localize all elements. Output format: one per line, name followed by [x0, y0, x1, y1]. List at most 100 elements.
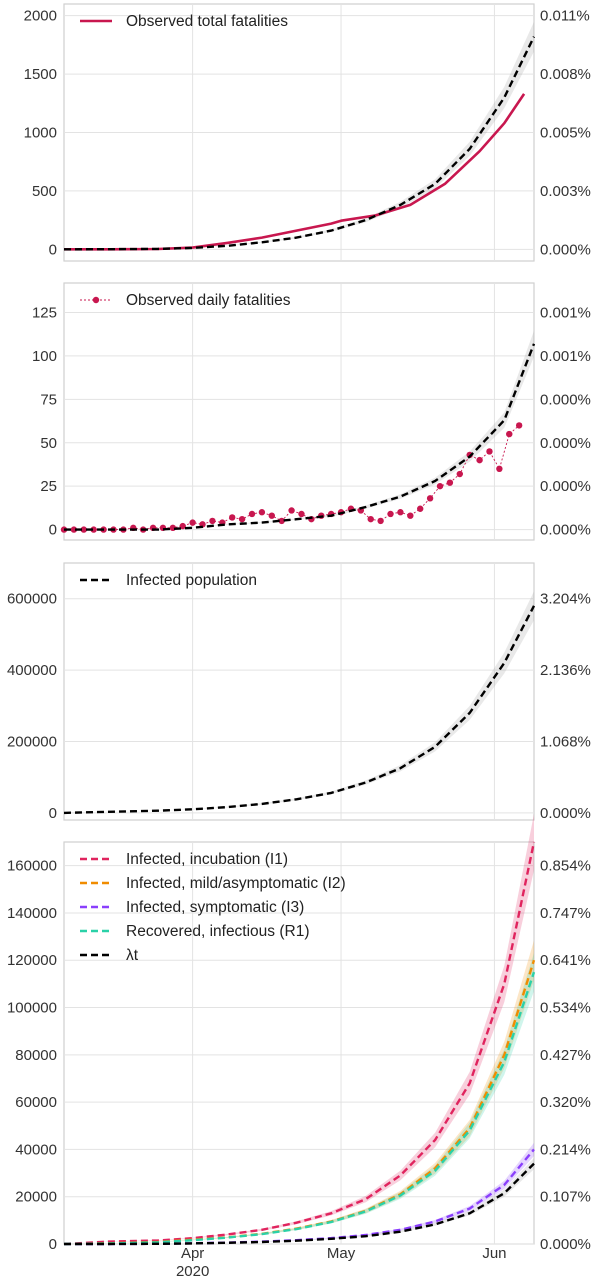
legend-marker	[92, 296, 100, 304]
y-tick-label: 160000	[7, 858, 57, 875]
x-tick-label: May	[327, 1245, 356, 1262]
legend-label: Infected, mild/asymptomatic (I2)	[126, 875, 346, 892]
y-tick-label: 140000	[7, 905, 57, 922]
y-tick-label: 100	[32, 348, 57, 365]
chart-panel-2: 0 0.000% 25 0.000% 50 0.000% 75 0.000% 100 0.001%…	[32, 282, 591, 541]
data-point	[456, 470, 463, 478]
chart-panel-4: 0 0.000% 20000 0.107% 40000 0.214% 60000 0.320%…	[7, 813, 591, 1253]
data-point	[387, 510, 394, 518]
y-tick-label: 40000	[15, 1141, 57, 1158]
x-year-label: 2020	[176, 1263, 209, 1280]
series-line-dashed	[63, 36, 536, 251]
data-point	[436, 482, 444, 490]
legend-label: λt	[126, 947, 139, 964]
y-tick-label: 0	[49, 522, 57, 539]
data-point	[209, 517, 216, 525]
y-tick-label: 1000	[24, 125, 57, 142]
y-tick-label: 125	[32, 305, 57, 322]
y-tick-label: 60000	[15, 1094, 57, 1111]
uncertainty-band	[64, 21, 534, 250]
plot-frame	[63, 282, 535, 541]
data-point	[417, 505, 424, 512]
uncertainty-band	[64, 591, 534, 813]
chart-panel-3: 0 0.000% 200000 1.068% 400000 2.136% 600000 3.2…	[7, 562, 591, 822]
y2-tick-label: 0.641%	[540, 952, 591, 969]
y-tick-label: 75	[40, 391, 57, 408]
y-tick-label: 2000	[24, 8, 57, 25]
y-tick-label: 0	[49, 805, 57, 822]
data-point	[515, 422, 523, 429]
y2-tick-label: 0.107%	[540, 1189, 591, 1206]
y2-tick-label: 0.000%	[540, 478, 591, 495]
y-tick-label: 1500	[24, 66, 57, 83]
y-tick-label: 0	[49, 241, 57, 258]
series-line-dashed	[63, 841, 536, 1246]
data-point	[80, 526, 87, 533]
y2-tick-label: 0.854%	[540, 858, 591, 875]
legend-label: Infected, symptomatic (I3)	[126, 899, 304, 916]
data-point	[179, 522, 186, 530]
y2-tick-label: 2.136%	[540, 662, 591, 679]
data-point	[298, 510, 305, 518]
chart-panel-1: 0 0.000% 500 0.003% 1000 0.005% 1500 0.008% 2000…	[24, 3, 591, 262]
y-tick-label: 120000	[7, 952, 57, 969]
data-point	[486, 448, 493, 455]
y2-tick-label: 0.747%	[540, 905, 591, 922]
data-point	[258, 509, 266, 516]
y-tick-label: 50	[40, 435, 57, 452]
y2-tick-label: 0.003%	[540, 183, 591, 200]
data-point	[238, 515, 246, 523]
y-tick-label: 500	[32, 183, 57, 200]
y2-tick-label: 0.320%	[540, 1094, 591, 1111]
y2-tick-label: 0.000%	[540, 391, 591, 408]
y-tick-label: 600000	[7, 591, 57, 608]
data-point	[90, 526, 97, 533]
data-point	[268, 512, 275, 519]
y2-tick-label: 0.427%	[540, 1047, 591, 1064]
y2-tick-label: 3.204%	[540, 591, 591, 608]
x-tick-label: Jun	[482, 1245, 506, 1262]
series-line-dashed	[64, 1162, 535, 1246]
data-point	[496, 465, 503, 473]
y2-tick-label: 0.001%	[540, 348, 591, 365]
legend-label: Recovered, infectious (R1)	[126, 923, 310, 940]
y2-tick-label: 0.534%	[540, 1000, 591, 1017]
y2-tick-label: 0.000%	[540, 522, 591, 539]
y-tick-label: 25	[40, 478, 57, 495]
plot-frame	[63, 562, 535, 821]
data-point	[446, 479, 454, 486]
data-point	[278, 517, 285, 525]
legend-label: Infected population	[126, 572, 257, 589]
y-tick-label: 20000	[15, 1189, 57, 1206]
y-tick-label: 0	[49, 1236, 57, 1253]
y2-tick-label: 1.068%	[540, 733, 591, 750]
y2-tick-label: 0.000%	[540, 241, 591, 258]
data-point	[189, 519, 196, 526]
x-tick-label: Apr	[181, 1245, 204, 1262]
data-point	[506, 430, 513, 438]
legend-label: Infected, incubation (I1)	[126, 851, 288, 868]
series-line-dashed	[64, 343, 536, 531]
y2-tick-label: 0.000%	[540, 805, 591, 822]
y2-tick-label: 0.011%	[540, 8, 590, 25]
series-line-dashed	[63, 605, 536, 815]
y2-tick-label: 0.001%	[540, 305, 591, 322]
data-point	[426, 495, 434, 502]
series-line-dotted	[64, 425, 520, 531]
data-point	[407, 512, 414, 519]
y2-tick-label: 0.214%	[540, 1141, 591, 1158]
data-point	[229, 514, 236, 521]
data-point	[70, 526, 78, 533]
legend-label: Observed total fatalities	[126, 13, 288, 30]
y-tick-label: 400000	[7, 662, 57, 679]
y-tick-label: 80000	[15, 1047, 57, 1064]
data-point	[248, 510, 256, 518]
legend-label: Observed daily fatalities	[126, 292, 291, 309]
data-point	[476, 456, 483, 464]
data-point	[367, 515, 374, 523]
data-point	[397, 509, 404, 516]
y-tick-label: 100000	[7, 1000, 57, 1017]
y2-tick-label: 0.008%	[540, 66, 591, 83]
plot-frame	[63, 841, 535, 1245]
